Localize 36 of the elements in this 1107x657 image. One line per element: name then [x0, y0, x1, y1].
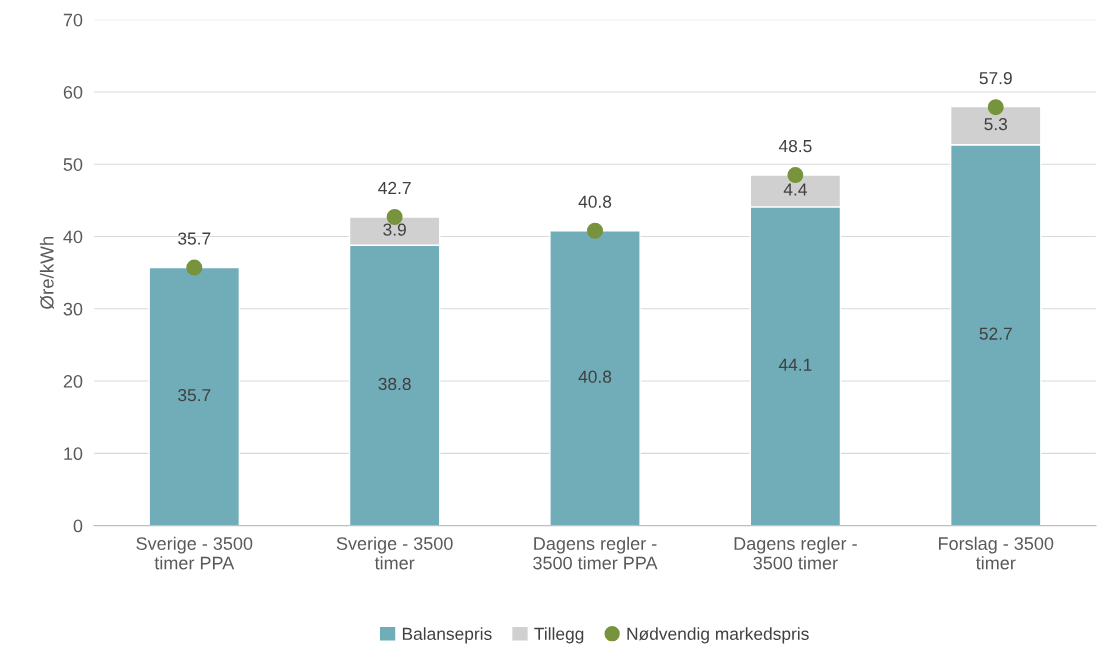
data-label: 52.7 — [979, 327, 1012, 340]
y-tick-label: 30 — [63, 302, 83, 316]
y-tick-label: 20 — [63, 374, 83, 388]
x-tick-label: Sverige - 3500 timer PPA — [136, 536, 253, 570]
bar — [148, 266, 241, 526]
bar — [549, 230, 641, 526]
y-tick-label: 50 — [63, 158, 83, 171]
data-label: 3.9 — [383, 223, 406, 236]
y-tick-label: 60 — [63, 85, 83, 99]
x-tick-label: Forslag - 3500 timer — [939, 536, 1054, 570]
legend-label: Nødvendig markedspris — [627, 627, 809, 644]
x-tick-label: Dagens regler - 3500 timer — [734, 536, 857, 570]
legend-label: Balansepris — [402, 627, 492, 644]
data-label: 44.1 — [778, 358, 812, 371]
point — [587, 222, 603, 239]
x-tick-label: Dagens regler - 3500 timer PPA — [533, 536, 658, 570]
point — [186, 259, 203, 276]
data-label: 40.8 — [578, 370, 612, 383]
data-label: 35.7 — [178, 388, 211, 402]
y-tick-label: 0 — [73, 519, 83, 533]
x-tick-label: Sverige - 3500 timer — [336, 536, 453, 570]
point — [987, 99, 1004, 116]
legend-label: Tillegg — [534, 627, 584, 644]
data-label: 5.3 — [984, 117, 1008, 131]
data-label: 4.4 — [783, 183, 807, 196]
data-label: 38.8 — [378, 377, 411, 391]
data-label: 40.8 — [578, 195, 612, 208]
y-tick-label: 70 — [63, 13, 83, 27]
data-label: 35.7 — [178, 232, 211, 245]
data-label: 48.5 — [778, 139, 812, 153]
data-label: 57.9 — [979, 71, 1012, 85]
y-tick-label: 10 — [64, 447, 83, 461]
y-tick-label: 40 — [63, 230, 83, 244]
y-axis-title: Øre/kWh — [39, 236, 54, 309]
data-label: 42.7 — [378, 181, 411, 194]
point — [787, 167, 804, 184]
